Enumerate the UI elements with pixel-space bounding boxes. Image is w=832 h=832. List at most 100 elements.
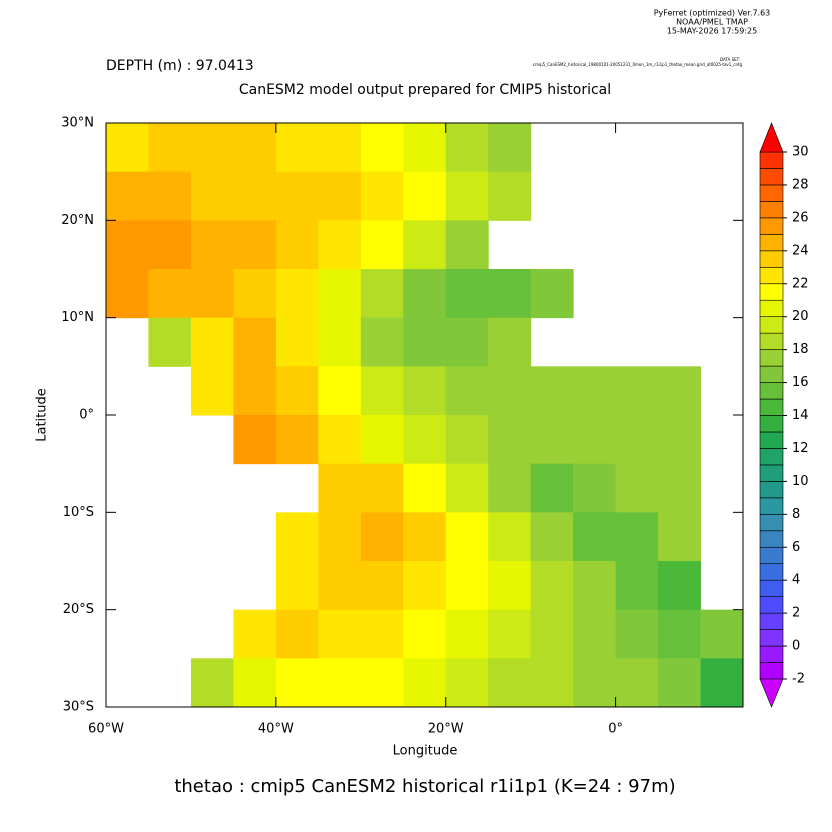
cell — [148, 317, 192, 367]
colorbar-band — [759, 481, 784, 499]
depth-label: DEPTH (m) : 97.0413 — [106, 58, 254, 74]
colorbar-band — [759, 662, 784, 680]
cell — [573, 415, 617, 465]
x-tick-label: 60°W — [88, 722, 124, 737]
cell — [658, 658, 702, 708]
colorbar-label: 30 — [792, 145, 809, 160]
cell — [530, 463, 574, 513]
cell — [573, 561, 617, 611]
colorbar-band — [759, 299, 784, 317]
cell — [148, 123, 192, 173]
cell — [445, 123, 489, 173]
cell — [360, 220, 404, 270]
cell — [658, 366, 702, 416]
cell — [658, 512, 702, 562]
colorbar-band — [759, 629, 784, 647]
colorbar-band — [759, 365, 784, 383]
cell — [233, 123, 277, 173]
cell — [106, 269, 149, 319]
cell — [233, 269, 277, 319]
colorbar-band — [759, 497, 784, 515]
cell — [403, 463, 447, 513]
y-tick-label: 30°S — [63, 700, 94, 715]
cell — [360, 463, 404, 513]
y-tick-label: 10°S — [63, 505, 94, 520]
colorbar-label: 0 — [792, 639, 800, 654]
cell — [403, 317, 447, 367]
cell — [488, 171, 532, 221]
y-tick-label: 0° — [79, 408, 94, 423]
cell — [530, 512, 574, 562]
cell — [233, 658, 277, 708]
cell — [615, 561, 659, 611]
cell — [106, 220, 149, 270]
colorbar-label: 28 — [792, 177, 809, 192]
cell — [318, 512, 362, 562]
x-tick-label: 20°W — [428, 722, 464, 737]
cell — [106, 171, 149, 221]
cell — [403, 609, 447, 659]
colorbar-band — [759, 563, 784, 581]
cell — [403, 561, 447, 611]
cell — [488, 269, 532, 319]
colorbar-band — [759, 217, 784, 235]
colorbar-label: 24 — [792, 243, 809, 258]
cell — [403, 658, 447, 708]
x-tick-label: 40°W — [258, 722, 294, 737]
cell — [318, 609, 362, 659]
colorbar-band — [759, 382, 784, 400]
colorbar-band — [759, 546, 784, 565]
org: NOAA/PMEL TMAP — [676, 18, 748, 27]
cell — [318, 220, 362, 270]
colorbar-label: 26 — [792, 210, 809, 225]
colorbar-label: 10 — [792, 474, 809, 489]
cell — [658, 561, 702, 611]
cell — [318, 658, 362, 708]
cell — [190, 220, 234, 270]
cell — [190, 366, 234, 416]
cell — [615, 512, 659, 562]
cell — [360, 415, 404, 465]
cell — [403, 123, 447, 173]
colorbar-label: 20 — [792, 309, 809, 324]
timestamp: 15-MAY-2026 17:59:25 — [667, 27, 757, 36]
cell — [573, 463, 617, 513]
cell — [445, 512, 489, 562]
colorbar-label: 8 — [792, 507, 800, 522]
cell — [445, 658, 489, 708]
cell — [360, 658, 404, 708]
cell — [530, 366, 574, 416]
x-axis-label: Longitude — [393, 744, 458, 759]
cell — [530, 415, 574, 465]
cell — [360, 123, 404, 173]
cell — [445, 366, 489, 416]
cell — [275, 512, 319, 562]
cell — [488, 366, 532, 416]
cell — [148, 171, 192, 221]
colorbar-band — [759, 349, 784, 367]
colorbar-band — [759, 448, 784, 466]
cell — [190, 658, 234, 708]
y-tick-label: 30°N — [61, 116, 94, 131]
colorbar-band — [759, 415, 784, 433]
cell — [403, 220, 447, 270]
colorbar-over — [759, 122, 784, 153]
cell — [615, 415, 659, 465]
cell — [403, 512, 447, 562]
cell — [275, 561, 319, 611]
cell — [318, 415, 362, 465]
cell — [318, 366, 362, 416]
cell — [190, 171, 234, 221]
cell — [360, 512, 404, 562]
cell — [445, 609, 489, 659]
cell — [360, 366, 404, 416]
cell — [403, 171, 447, 221]
colorbar-band — [759, 266, 784, 285]
cell — [445, 561, 489, 611]
cell — [275, 171, 319, 221]
colorbar-band — [759, 514, 784, 532]
cell — [445, 171, 489, 221]
cell — [488, 658, 532, 708]
cell — [360, 609, 404, 659]
cell — [488, 415, 532, 465]
